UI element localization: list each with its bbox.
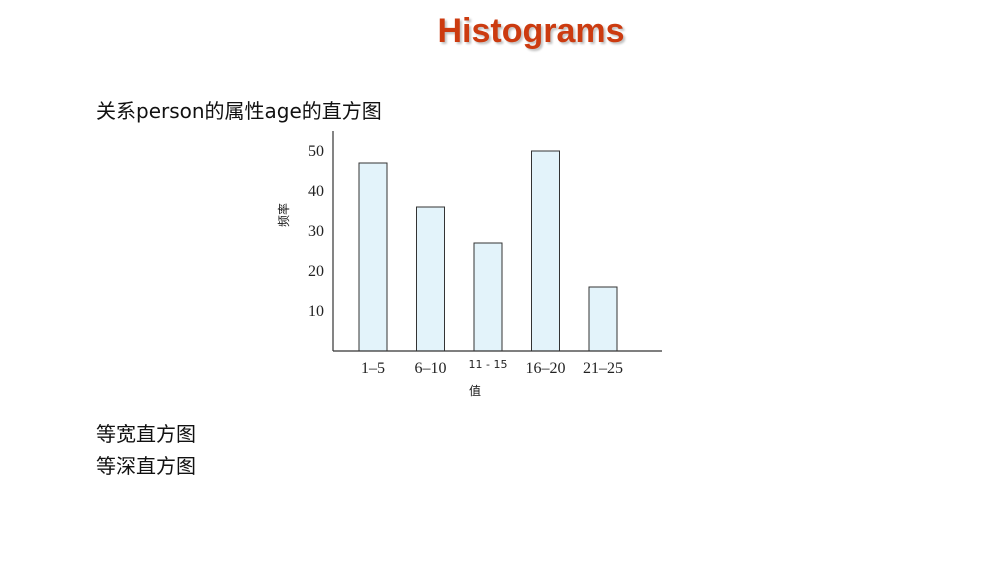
x-tick-label-3: 16–20 <box>526 360 566 377</box>
y-tick-labels: 10 20 30 40 50 <box>308 143 324 320</box>
x-tick-labels: 1–5 6–10 11 - 15 16–20 21–25 <box>361 358 623 377</box>
y-axis-title: 频率 <box>276 203 291 227</box>
y-tick-label-4: 50 <box>308 143 324 160</box>
x-tick-label-4: 21–25 <box>583 360 623 377</box>
y-tick-label-3: 40 <box>308 183 324 200</box>
y-tick-label-0: 10 <box>308 303 324 320</box>
slide-title: Histograms <box>437 12 625 50</box>
bars-group <box>358 150 618 352</box>
bar-0 <box>358 162 388 352</box>
bar-1 <box>416 206 445 352</box>
bar-4 <box>588 286 618 352</box>
x-tick-label-2: 11 - 15 <box>469 358 508 371</box>
x-axis-title: 值 <box>469 383 481 398</box>
x-tick-label-0: 1–5 <box>361 360 385 377</box>
y-tick-label-1: 20 <box>308 263 324 280</box>
bullet-equal-depth: 等深直方图 <box>96 454 196 478</box>
bar-2 <box>473 242 503 352</box>
bullet-equal-width: 等宽直方图 <box>96 422 196 446</box>
chart-caption: 关系person的属性age的直方图 <box>96 99 382 123</box>
x-tick-label-1: 6–10 <box>415 360 447 377</box>
y-tick-label-2: 30 <box>308 223 324 240</box>
bar-3 <box>531 150 560 352</box>
